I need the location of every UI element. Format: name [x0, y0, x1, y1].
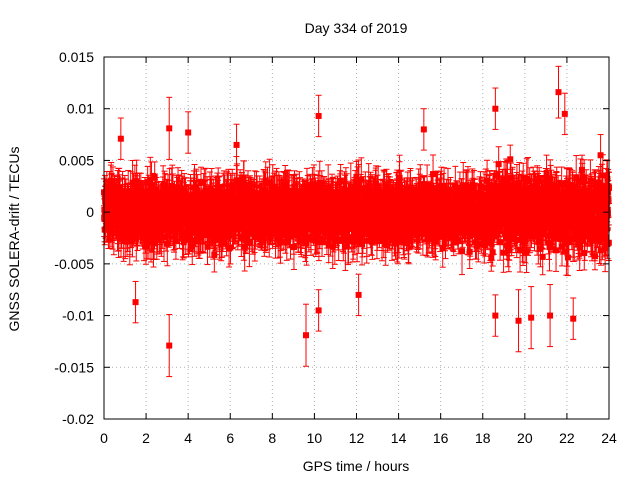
point-marker — [152, 174, 158, 180]
data-points — [101, 66, 612, 376]
